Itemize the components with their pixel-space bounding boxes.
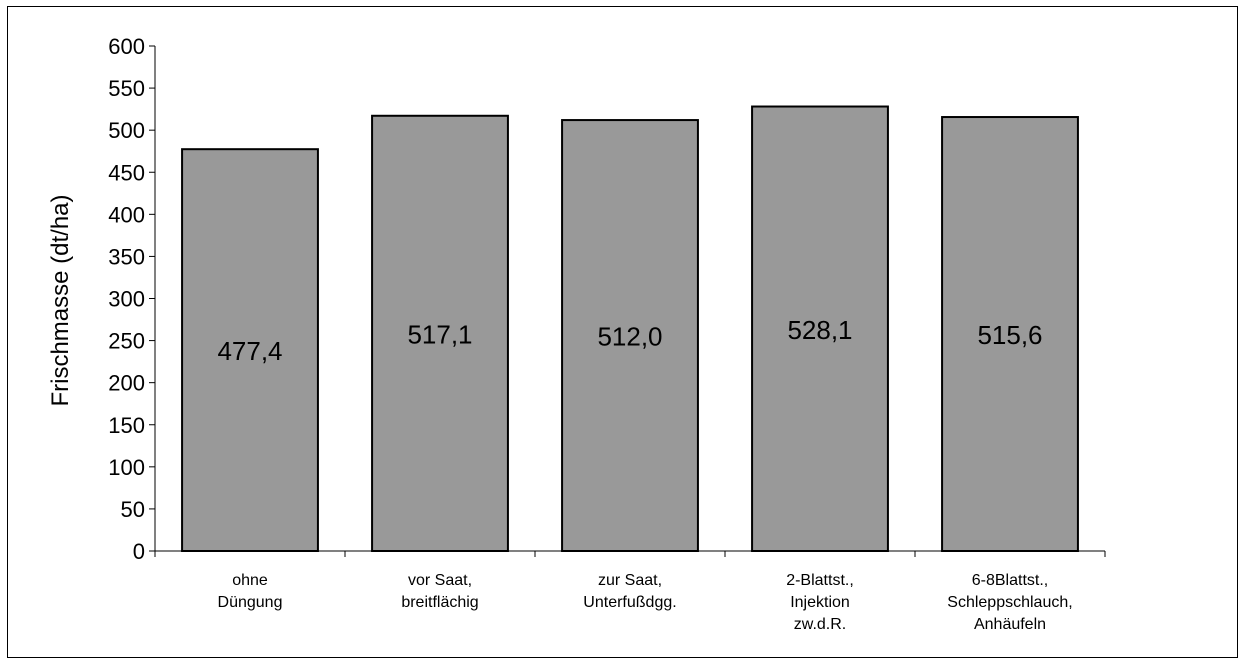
x-category-label: zur Saat, (598, 572, 662, 589)
bar-value-label: 517,1 (407, 319, 472, 349)
y-tick-label: 450 (108, 160, 145, 185)
x-category-label: ohne (232, 572, 268, 589)
x-category-label: Unterfußdgg. (583, 594, 676, 611)
bar-value-label: 477,4 (217, 336, 282, 366)
x-category-label: Schleppschlauch, (947, 594, 1072, 611)
y-tick-label: 550 (108, 76, 145, 101)
y-tick-label: 150 (108, 413, 145, 438)
bar-value-label: 515,6 (977, 320, 1042, 350)
x-category-label: Düngung (218, 594, 283, 611)
bar (181, 148, 319, 553)
y-tick-label: 0 (133, 539, 145, 564)
x-category-label: zw.d.R. (794, 616, 846, 633)
y-tick-label: 400 (108, 202, 145, 227)
y-tick-label: 600 (108, 34, 145, 59)
y-tick-label: 100 (108, 455, 145, 480)
y-tick-label: 50 (121, 497, 145, 522)
y-tick-label: 500 (108, 118, 145, 143)
bar (941, 116, 1079, 553)
y-tick-label: 350 (108, 244, 145, 269)
x-category-label: 6-8Blattst., (972, 572, 1048, 589)
x-category-label: Injektion (790, 594, 850, 611)
bar (371, 114, 509, 552)
y-tick-label: 200 (108, 371, 145, 396)
y-tick-label: 250 (108, 329, 145, 354)
y-axis-title: Frischmasse (dt/ha) (47, 194, 74, 406)
x-category-label: vor Saat, (408, 572, 472, 589)
bar (751, 105, 889, 552)
bar-value-label: 512,0 (597, 322, 662, 352)
bar-value-label: 528,1 (787, 315, 852, 345)
y-tick-label: 300 (108, 287, 145, 312)
bar (561, 119, 699, 552)
x-category-label: Anhäufeln (974, 616, 1046, 633)
x-category-label: 2-Blattst., (786, 572, 854, 589)
x-category-label: breitflächig (401, 594, 478, 611)
